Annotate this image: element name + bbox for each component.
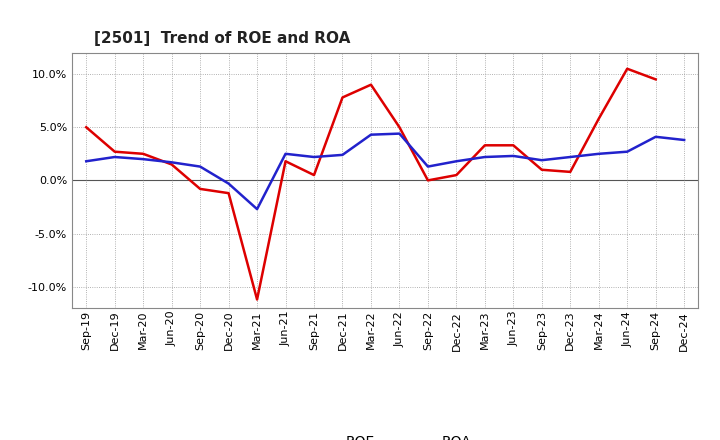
ROE <box>623 66 631 71</box>
ROA <box>652 134 660 139</box>
ROA <box>225 181 233 186</box>
ROA <box>537 158 546 163</box>
ROE <box>566 169 575 175</box>
ROE <box>196 186 204 191</box>
ROE <box>595 116 603 121</box>
ROA <box>82 159 91 164</box>
ROA <box>310 154 318 160</box>
ROA <box>167 160 176 165</box>
ROE <box>452 172 461 178</box>
Line: ROA: ROA <box>86 134 684 209</box>
Line: ROE: ROE <box>86 69 656 300</box>
ROA <box>623 149 631 154</box>
ROE <box>509 143 518 148</box>
ROE <box>253 297 261 302</box>
ROE <box>652 77 660 82</box>
ROA <box>110 154 119 160</box>
ROE <box>537 167 546 172</box>
ROE <box>82 125 91 130</box>
ROA <box>566 154 575 160</box>
ROA <box>253 206 261 212</box>
ROE <box>338 95 347 100</box>
ROA <box>139 157 148 162</box>
ROA <box>196 164 204 169</box>
ROA <box>680 137 688 143</box>
ROA <box>366 132 375 137</box>
ROE <box>395 125 404 130</box>
ROA <box>395 131 404 136</box>
ROA <box>452 159 461 164</box>
ROA <box>509 153 518 158</box>
ROA <box>480 154 489 160</box>
ROE <box>366 82 375 87</box>
ROE <box>167 162 176 167</box>
ROA <box>282 151 290 157</box>
ROE <box>282 159 290 164</box>
Text: [2501]  Trend of ROE and ROA: [2501] Trend of ROE and ROA <box>94 31 350 46</box>
ROA <box>338 152 347 158</box>
ROE <box>480 143 489 148</box>
ROE <box>139 151 148 157</box>
ROE <box>225 191 233 196</box>
ROA <box>595 151 603 157</box>
ROE <box>110 149 119 154</box>
ROE <box>310 172 318 178</box>
ROA <box>423 164 432 169</box>
ROE <box>423 178 432 183</box>
Legend: ROE, ROA: ROE, ROA <box>294 430 477 440</box>
